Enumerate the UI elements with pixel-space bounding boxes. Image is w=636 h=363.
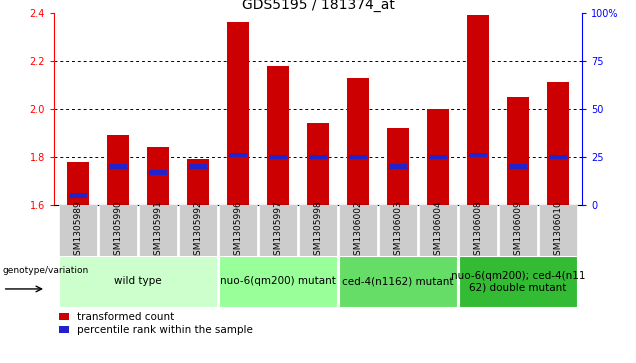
Bar	[378, 205, 417, 256]
Bar	[539, 205, 577, 256]
Text: GSM1305992: GSM1305992	[193, 200, 202, 261]
Bar	[109, 164, 127, 169]
Bar	[427, 109, 449, 205]
Bar	[149, 170, 167, 175]
Bar	[267, 66, 289, 205]
Bar	[459, 205, 497, 256]
Bar	[299, 205, 337, 256]
Text: GSM1306010: GSM1306010	[553, 200, 562, 261]
Bar	[179, 205, 218, 256]
Bar	[509, 164, 527, 169]
Bar	[107, 135, 129, 205]
Bar	[418, 205, 457, 256]
Bar	[189, 164, 207, 169]
Bar	[59, 205, 97, 256]
Bar	[139, 205, 177, 256]
Bar	[499, 205, 537, 256]
Text: wild type: wild type	[114, 276, 162, 286]
Bar	[338, 205, 377, 256]
Bar	[347, 78, 369, 205]
Bar	[308, 155, 328, 159]
Text: nuo-6(qm200); ced-4(n11
62) double mutant: nuo-6(qm200); ced-4(n11 62) double mutan…	[451, 270, 585, 292]
Text: ced-4(n1162) mutant: ced-4(n1162) mutant	[342, 276, 453, 286]
Text: GSM1306004: GSM1306004	[434, 200, 443, 261]
Text: GSM1305996: GSM1305996	[233, 200, 242, 261]
Title: GDS5195 / 181374_at: GDS5195 / 181374_at	[242, 0, 394, 12]
Text: GSM1305997: GSM1305997	[273, 200, 282, 261]
Bar	[429, 155, 447, 159]
Bar	[507, 97, 529, 205]
Text: GSM1305990: GSM1305990	[114, 200, 123, 261]
Bar	[59, 256, 218, 307]
Bar	[67, 162, 89, 205]
Text: nuo-6(qm200) mutant: nuo-6(qm200) mutant	[220, 276, 336, 286]
Bar	[338, 256, 457, 307]
Bar	[547, 82, 569, 205]
Bar	[459, 256, 577, 307]
Bar	[187, 159, 209, 205]
Bar	[69, 193, 87, 197]
Text: genotype/variation: genotype/variation	[3, 266, 89, 275]
Text: GSM1305989: GSM1305989	[74, 200, 83, 261]
Bar	[219, 205, 258, 256]
Text: GSM1305998: GSM1305998	[314, 200, 322, 261]
Bar	[268, 155, 287, 159]
Bar	[219, 256, 337, 307]
Bar	[229, 153, 247, 157]
Bar	[259, 205, 298, 256]
Text: GSM1306003: GSM1306003	[394, 200, 403, 261]
Bar	[227, 23, 249, 205]
Text: GSM1306002: GSM1306002	[354, 200, 363, 261]
Bar	[147, 147, 169, 205]
Text: GSM1306009: GSM1306009	[513, 200, 522, 261]
Text: GSM1305991: GSM1305991	[153, 200, 163, 261]
Bar	[389, 164, 407, 169]
Bar	[549, 155, 567, 159]
Bar	[467, 15, 489, 205]
Text: GSM1306008: GSM1306008	[473, 200, 483, 261]
Legend: transformed count, percentile rank within the sample: transformed count, percentile rank withi…	[59, 312, 253, 335]
Bar	[307, 123, 329, 205]
Bar	[387, 128, 409, 205]
Bar	[349, 155, 368, 159]
Bar	[469, 153, 487, 157]
Bar	[99, 205, 137, 256]
